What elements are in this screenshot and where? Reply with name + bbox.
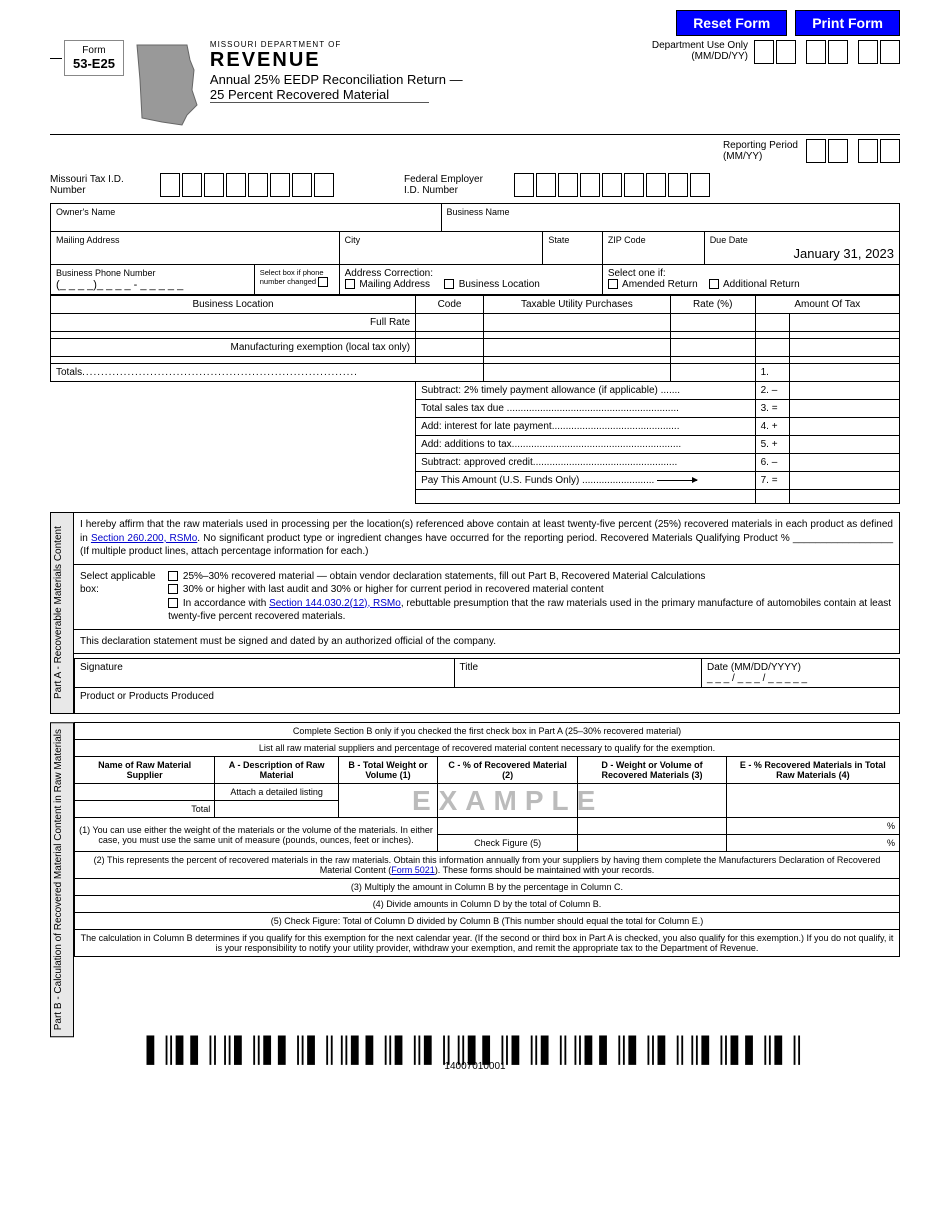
section-260-link[interactable]: Section 260.200, RSMo [91,533,197,544]
dept-use-label: Department Use Only (MM/DD/YY) [652,40,748,62]
col-d: D - Weight or Volume of Recovered Materi… [578,757,727,784]
mo-tax-id-boxes[interactable] [160,173,334,197]
full-rate-code[interactable] [416,314,484,332]
product-field[interactable]: Product or Products Produced [75,688,900,714]
reporting-boxes[interactable] [806,139,900,163]
print-button[interactable]: Print Form [795,10,900,36]
col-supplier: Name of Raw Material Supplier [75,757,215,784]
col-e: E - % Recovered Materials in Total Raw M… [726,757,899,784]
check-figure-label: Check Figure (5) [438,835,578,852]
business-name-field[interactable]: Business Name [441,204,899,232]
dept-use-boxes[interactable] [754,40,900,64]
total-due: Total sales tax due ....................… [416,400,756,418]
due-date-field: Due DateJanuary 31, 2023 [704,232,899,265]
signature-field[interactable]: Signature [75,659,455,688]
note5: (5) Check Figure: Total of Column D divi… [75,913,900,930]
additions: Add: additions to tax...................… [416,436,756,454]
declaration-note: This declaration statement must be signe… [74,630,900,655]
col-b: B - Total Weight or Volume (1) [339,757,438,784]
subtract-2pct: Subtract: 2% timely payment allowance (i… [416,382,756,400]
note2: (2) This represents the percent of recov… [75,852,900,879]
example-watermark: EXAMPLE [412,785,603,817]
part-b-tab: Part B - Calculation of Recovered Materi… [50,722,74,1037]
note1: (1) You can use either the weight of the… [75,818,438,852]
missouri-shape-icon [132,40,202,130]
phone-changed-checkbox[interactable]: Select box if phone number changed [254,265,339,295]
full-rate-amt2[interactable] [789,314,899,332]
total-label: Total [75,801,215,818]
city-field[interactable]: City [339,232,543,265]
partb-instr2: List all raw material suppliers and perc… [75,740,900,757]
zip-field[interactable]: ZIP Code [602,232,704,265]
partb-instr1: Complete Section B only if you checked t… [75,723,900,740]
address-correction[interactable]: Address Correction: Mailing Address Busi… [339,265,602,295]
note3: (3) Multiply the amount in Column B by t… [75,879,900,896]
col-c: C - % of Recovered Material (2) [438,757,578,784]
date-field[interactable]: Date (MM/DD/YYYY)_ _ _ / _ _ _ / _ _ _ _… [702,659,900,688]
phone-field[interactable]: Business Phone Number (_ _ _ _)_ _ _ _ -… [51,265,255,295]
return-type[interactable]: Select one if: Amended Return Additional… [602,265,899,295]
mo-tax-id-label: Missouri Tax I.D. Number [50,174,140,196]
part-a-affirm: I hereby affirm that the raw materials u… [74,512,900,565]
fed-id-boxes[interactable] [514,173,710,197]
line1-label: 1. [755,364,789,382]
reporting-label: Reporting Period (MM/YY) [723,140,798,162]
interest: Add: interest for late payment..........… [416,418,756,436]
form-5021-link[interactable]: Form 5021 [391,865,435,875]
full-rate-rate[interactable] [670,314,755,332]
col-taxable: Taxable Utility Purchases [483,296,670,314]
col-rate: Rate (%) [670,296,755,314]
state-field[interactable]: State [543,232,602,265]
part-a-tab: Part A - Recoverable Materials Content [50,512,74,714]
opt1[interactable]: 25%–30% recovered material — obtain vend… [168,570,893,584]
opt3[interactable]: In accordance with Section 144.030.2(12)… [168,597,893,624]
barcode: ▌║▌▌║║▌║▌▌║▌║║▌▌║▌║▌║║▌▌║▌║▌║║▌▌║▌║▌║║▌║… [50,1043,900,1072]
select-box-label: Select applicable box: [80,570,158,624]
full-rate-amt1[interactable] [755,314,789,332]
opt2[interactable]: 30% or higher with last audit and 30% or… [168,583,893,597]
dept-title: MISSOURI DEPARTMENT OF REVENUE Annual 25… [210,40,644,103]
totals-label: Totals..................................… [51,364,484,382]
col-amount: Amount Of Tax [755,296,899,314]
form-badge: Form 53-E25 [64,40,124,76]
fed-id-label: Federal Employer I.D. Number [404,174,494,196]
title-field[interactable]: Title [454,659,702,688]
full-rate-taxable[interactable] [483,314,670,332]
attach-listing: Attach a detailed listing [215,784,339,801]
col-a: A - Description of Raw Material [215,757,339,784]
mfg-exempt-label: Manufacturing exemption (local tax only) [51,339,416,357]
reset-button[interactable]: Reset Form [676,10,787,36]
mailing-address-field[interactable]: Mailing Address [51,232,340,265]
note4: (4) Divide amounts in Column D by the to… [75,896,900,913]
full-rate-label: Full Rate [51,314,416,332]
col-bizloc: Business Location [51,296,416,314]
pay-amount: Pay This Amount (U.S. Funds Only) ......… [416,472,756,490]
section-144-link[interactable]: Section 144.030.2(12), RSMo [269,598,401,609]
sub-credit: Subtract: approved credit...............… [416,454,756,472]
col-code: Code [416,296,484,314]
owner-name-field[interactable]: Owner's Name [51,204,442,232]
final-note: The calculation in Column B determines i… [75,930,900,957]
